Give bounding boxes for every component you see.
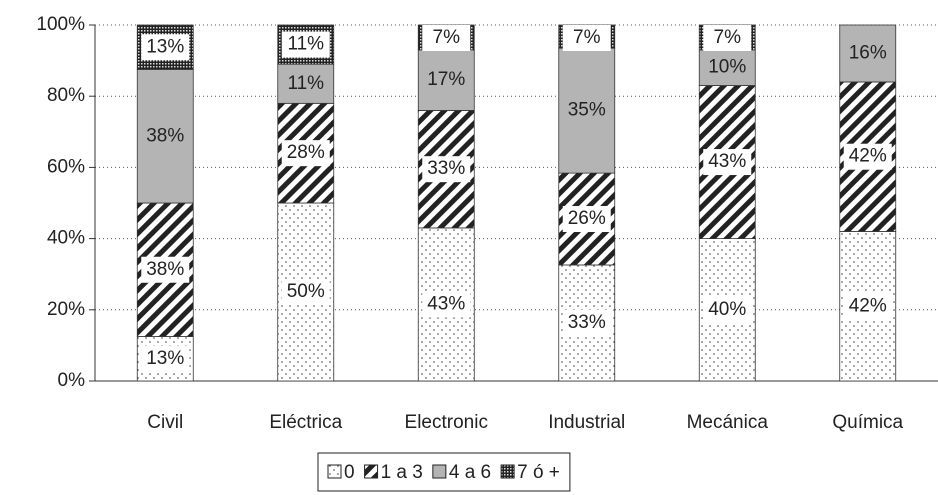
y-tick-label: 60% xyxy=(47,156,85,177)
data-label: 50% xyxy=(287,281,325,302)
data-label: 42% xyxy=(849,146,887,167)
data-label: 26% xyxy=(568,208,606,229)
y-tick-label: 20% xyxy=(47,299,85,320)
data-label: 38% xyxy=(146,259,184,280)
data-label: 11% xyxy=(287,73,324,94)
data-label: 42% xyxy=(849,295,887,316)
label-background xyxy=(141,34,190,61)
legend-swatch xyxy=(432,464,447,479)
legend-label: 0 xyxy=(344,462,355,483)
legend-label: 7 ó + xyxy=(517,462,560,483)
y-tick-label: 0% xyxy=(58,370,86,391)
data-label: 10% xyxy=(708,57,746,78)
x-tick-label: Química xyxy=(832,412,903,433)
label-background xyxy=(843,143,892,170)
data-label: 43% xyxy=(427,293,465,314)
legend-label: 4 a 6 xyxy=(449,462,491,483)
label-background xyxy=(562,25,611,51)
label-background xyxy=(562,309,611,336)
data-label: 43% xyxy=(708,151,746,172)
data-label: 17% xyxy=(427,69,465,90)
x-tick-label: Eléctrica xyxy=(269,412,342,433)
x-tick-label: Civil xyxy=(147,412,183,433)
x-tick-label: Mecánica xyxy=(687,412,769,433)
label-background xyxy=(281,140,330,167)
label-background xyxy=(843,293,892,320)
x-tick-label: Electronic xyxy=(405,412,488,433)
data-label: 35% xyxy=(568,100,606,121)
label-background xyxy=(281,31,330,58)
data-label: 7% xyxy=(433,27,461,48)
label-background xyxy=(703,25,752,51)
bar-segment xyxy=(136,69,194,204)
legend-swatch xyxy=(500,464,515,479)
label-background xyxy=(703,296,752,323)
label-background xyxy=(141,345,190,372)
label-background xyxy=(703,149,752,176)
data-label: 7% xyxy=(573,27,601,48)
data-label: 40% xyxy=(708,299,746,320)
y-tick-label: 40% xyxy=(47,228,85,249)
label-background xyxy=(281,279,330,305)
x-tick-label: Industrial xyxy=(548,412,625,433)
data-label: 13% xyxy=(146,36,184,57)
bar-segment xyxy=(839,24,897,83)
bar-segment xyxy=(277,63,335,104)
data-label: 16% xyxy=(849,42,887,63)
bar-segment xyxy=(417,49,475,111)
label-background xyxy=(422,291,471,318)
label-background xyxy=(141,256,190,283)
label-background xyxy=(562,206,611,233)
bar-segment xyxy=(698,49,756,86)
legend-swatch xyxy=(327,464,342,479)
legend-swatch xyxy=(364,464,379,479)
legend-label: 1 a 3 xyxy=(381,462,423,483)
data-label: 38% xyxy=(146,125,184,146)
data-label: 7% xyxy=(714,27,742,48)
data-label: 33% xyxy=(568,312,606,333)
data-label: 33% xyxy=(427,158,465,179)
data-label: 13% xyxy=(146,348,184,369)
label-background xyxy=(422,25,471,51)
y-tick-label: 80% xyxy=(47,85,85,106)
data-label: 11% xyxy=(287,34,324,55)
data-label: 28% xyxy=(287,142,325,163)
label-background xyxy=(422,156,471,183)
y-tick-label: 100% xyxy=(36,14,85,35)
